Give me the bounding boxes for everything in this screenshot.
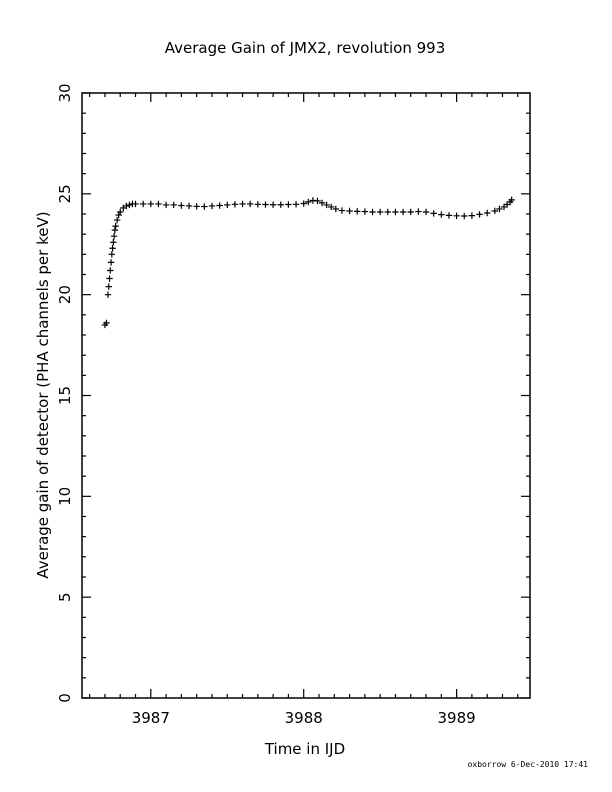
data-point xyxy=(107,259,115,266)
data-point xyxy=(318,199,326,207)
data-point xyxy=(108,251,116,258)
data-point xyxy=(208,202,216,210)
y-tick-label: 10 xyxy=(56,487,74,506)
data-point xyxy=(392,208,399,216)
data-point xyxy=(407,208,414,216)
data-points xyxy=(101,196,515,329)
data-point xyxy=(123,202,130,210)
data-point xyxy=(239,200,246,208)
data-point xyxy=(112,222,119,230)
data-point xyxy=(461,212,468,220)
data-point xyxy=(109,245,116,252)
data-point xyxy=(147,200,155,208)
data-point xyxy=(185,202,193,210)
data-point xyxy=(468,212,476,219)
y-tick-label: 20 xyxy=(56,285,74,304)
data-point xyxy=(361,208,369,215)
chart-title: Average Gain of JMX2, revolution 993 xyxy=(165,39,446,57)
data-point xyxy=(277,201,284,208)
data-point xyxy=(269,201,277,208)
data-point xyxy=(110,232,118,240)
x-tick-label: 3988 xyxy=(285,709,323,727)
data-point xyxy=(231,201,239,208)
data-point xyxy=(323,201,330,209)
data-point xyxy=(246,200,254,208)
data-point xyxy=(193,203,200,210)
plot-frame xyxy=(81,92,531,699)
data-point xyxy=(106,275,113,282)
data-point xyxy=(292,201,300,208)
data-point xyxy=(216,202,223,209)
data-point xyxy=(105,283,112,290)
footer-stamp: oxborrow 6-Dec-2010 17:41 xyxy=(467,760,588,769)
data-point xyxy=(126,201,133,209)
y-tick-label: 5 xyxy=(56,592,74,602)
data-point xyxy=(170,201,177,209)
data-point xyxy=(132,200,139,208)
data-point xyxy=(262,201,269,208)
data-point xyxy=(314,197,321,205)
data-point xyxy=(438,211,445,218)
data-point xyxy=(285,201,292,208)
data-point xyxy=(305,198,312,206)
y-tick-label: 30 xyxy=(56,83,74,102)
data-point xyxy=(155,200,162,208)
data-point xyxy=(496,205,503,213)
data-point xyxy=(115,211,122,219)
data-point xyxy=(369,208,376,216)
data-point xyxy=(178,202,185,209)
data-point xyxy=(110,239,117,246)
data-point xyxy=(338,207,346,214)
data-point xyxy=(453,212,460,220)
data-point xyxy=(162,201,170,209)
data-point xyxy=(354,208,361,215)
data-point xyxy=(201,203,208,210)
data-point xyxy=(415,208,422,215)
axis-ticks xyxy=(82,92,530,699)
data-point xyxy=(107,267,114,274)
data-point xyxy=(376,208,384,216)
data-point xyxy=(139,200,147,208)
data-point xyxy=(483,209,491,217)
data-point xyxy=(224,201,231,209)
data-point xyxy=(117,208,124,216)
x-tick-label: 3989 xyxy=(438,709,476,727)
tick-labels: 0 5 10 15 20 25 30 3987 3988 3989 xyxy=(56,83,476,727)
data-point xyxy=(430,210,437,217)
data-point xyxy=(508,196,515,204)
y-tick-label: 25 xyxy=(56,184,74,203)
data-point xyxy=(103,319,110,327)
x-tick-label: 3987 xyxy=(132,709,170,727)
data-point xyxy=(111,226,119,234)
data-point xyxy=(328,203,335,211)
y-tick-label: 15 xyxy=(56,386,74,405)
y-axis-label: Average gain of detector (PHA channels p… xyxy=(34,211,52,578)
data-point xyxy=(491,207,499,215)
data-point xyxy=(113,216,121,224)
data-point xyxy=(476,211,483,218)
x-axis-label: Time in IJD xyxy=(264,740,345,758)
data-point xyxy=(445,212,453,219)
data-point xyxy=(332,205,340,213)
data-point xyxy=(300,200,307,207)
data-point xyxy=(399,208,407,216)
data-point xyxy=(422,208,430,216)
data-point xyxy=(104,291,112,298)
y-tick-label: 0 xyxy=(56,693,74,703)
data-point xyxy=(346,207,353,215)
data-point xyxy=(384,208,392,216)
data-point xyxy=(254,201,262,208)
